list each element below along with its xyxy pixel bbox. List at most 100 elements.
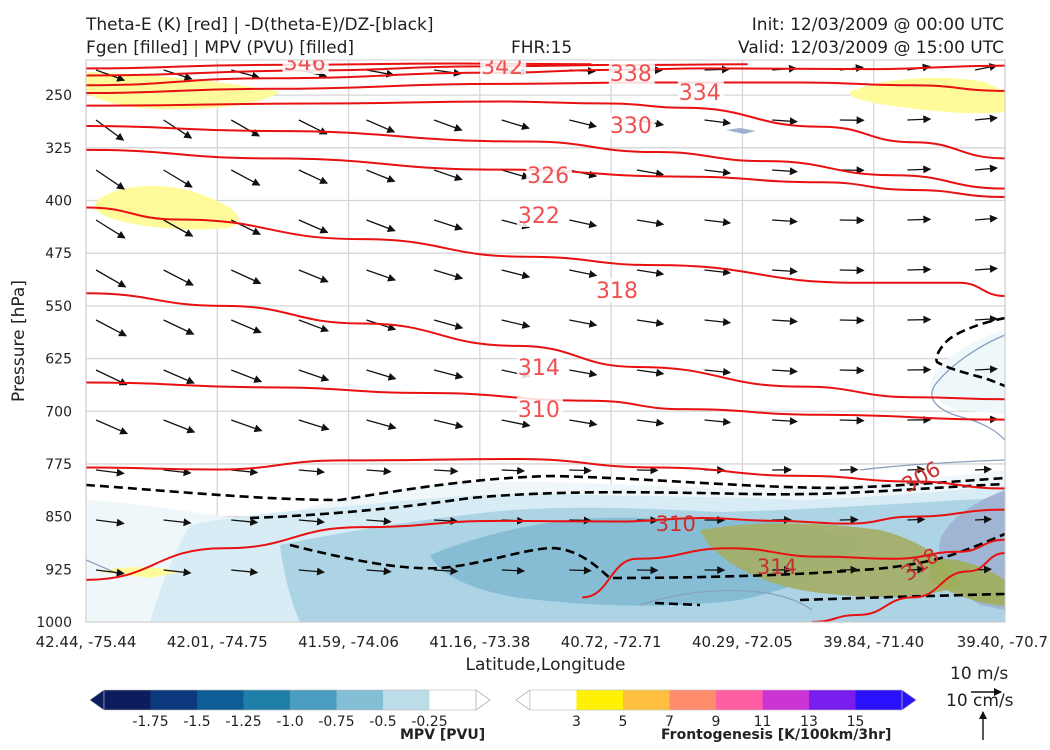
colorbar-frame [103, 689, 477, 711]
title-left-2: Fgen [filled] | MPV (PVU) [filled] [86, 38, 355, 58]
wind-vector [636, 418, 665, 427]
theta-e-label-backdrop [516, 355, 563, 379]
wind-vector [298, 269, 329, 283]
plot-frame [85, 59, 1006, 623]
wind-vector [95, 568, 125, 577]
colorbar-swatch [716, 690, 763, 710]
colorbar-swatch [809, 690, 856, 710]
wind-vector [772, 117, 798, 126]
colorbar-tick-label: -0.5 [369, 714, 396, 730]
theta-e-label: 310 [656, 512, 696, 536]
colorbar-tick-label: 9 [712, 714, 721, 730]
y-tick-label: 1000 [36, 615, 72, 631]
wind-vector [501, 269, 531, 280]
colorbar-extend-left [89, 689, 105, 711]
wind-vector [704, 118, 732, 127]
wind-vector [366, 269, 396, 282]
colorbar-tick-label: 13 [800, 714, 818, 730]
wind-vector [95, 269, 127, 288]
wind-vector [907, 465, 926, 474]
wind-vector [434, 566, 459, 575]
colorbar-swatch [150, 690, 198, 710]
wind-vector [366, 169, 396, 183]
wind-vector [366, 419, 397, 431]
wind-vector [433, 319, 464, 330]
y-tick-label: 700 [45, 404, 72, 420]
wind-vector [772, 167, 798, 176]
theta-e-line-342 [86, 63, 748, 77]
wind-vector [704, 168, 732, 177]
x-axis-label: Latitude,Longitude [466, 655, 626, 675]
wind-vector [163, 319, 195, 335]
theta-e-label: 334 [679, 81, 721, 106]
y-tick-label: 925 [45, 562, 72, 578]
theta-e-label-backdrop [677, 80, 724, 104]
theta-e-line-310 [86, 508, 1005, 581]
wind-vector [298, 319, 330, 333]
colorbar-swatch [243, 690, 291, 710]
theta-e-label: 322 [518, 204, 560, 229]
wind-vector [636, 318, 665, 327]
wind-vector [95, 518, 125, 527]
wind-vector [569, 369, 598, 378]
wind-vector [231, 517, 259, 526]
theta-e-label: 326 [527, 164, 569, 189]
wind-vector [433, 119, 463, 132]
colorbar-tick-label: -1.5 [183, 714, 210, 730]
x-tick-label: 42.01, -74.75 [167, 633, 268, 651]
wind-vector [772, 367, 798, 376]
colorbar-extend-left [515, 689, 531, 711]
colorbar-swatch [623, 690, 670, 710]
theta-e-label: 346 [284, 51, 326, 76]
wind-vector [501, 466, 526, 475]
wind-vector [636, 368, 665, 377]
wind-vector [433, 369, 464, 380]
init-time: Init: 12/03/2009 @ 00:00 UTC [751, 15, 1004, 35]
valid-time: Valid: 12/03/2009 @ 15:00 UTC [738, 38, 1004, 58]
wind-vector [907, 565, 926, 574]
axes: 250 325 400 475 550 625 700 775 850 925 1000 42.44,… [9, 88, 1048, 675]
wind-vector [230, 369, 263, 383]
colorbar-extend-right [475, 689, 491, 711]
theta-e-line-306 [86, 458, 1005, 490]
wind-vector [501, 566, 526, 575]
wind-vector [974, 465, 992, 474]
wind-vector [95, 119, 125, 141]
theta-e-contours [86, 62, 1005, 622]
wind-vector [231, 567, 259, 576]
wind-vector [636, 169, 665, 178]
wind-vector [569, 419, 598, 428]
wind-vector [434, 466, 459, 475]
wind-vector [231, 467, 259, 476]
wind-vector [974, 264, 998, 273]
wind-vector [704, 367, 732, 376]
wind-vector [163, 219, 194, 237]
theta-e-label-backdrop [282, 60, 329, 74]
wind-vector [366, 219, 396, 232]
wind-vector [433, 419, 464, 430]
wind-vector [772, 417, 798, 426]
theta-e-line-314 [86, 292, 1005, 401]
wind-vector [230, 169, 261, 186]
theta-e-label: 342 [481, 55, 523, 80]
wind-vector [230, 269, 262, 285]
wind-vector [163, 468, 192, 477]
theta-e-label: 330 [610, 114, 652, 139]
wind-vector [704, 218, 732, 227]
wind-vector [704, 268, 732, 277]
x-tick-label: 40.72, -72.71 [561, 633, 662, 651]
wind-vector [366, 517, 392, 526]
wind-vector [501, 419, 531, 429]
colorbar-tick-label: 3 [572, 714, 581, 730]
wind-vector [974, 114, 998, 123]
wind-vector [366, 119, 396, 133]
wind-vector [298, 517, 325, 526]
wind-vector [907, 115, 932, 124]
wind-vector [839, 416, 865, 425]
y-tick-label: 400 [45, 194, 72, 210]
wind-vector [298, 219, 329, 234]
colorbar-tick-label: 11 [754, 714, 772, 730]
theta-e-label-backdrop [608, 61, 655, 85]
